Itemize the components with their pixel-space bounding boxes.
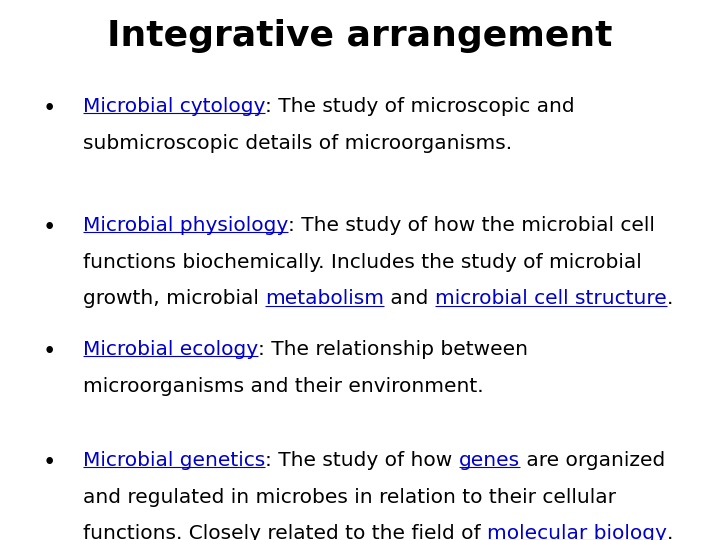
Text: •: • [42,97,55,120]
Text: growth, microbial: growth, microbial [83,289,265,308]
Text: microorganisms and their environment.: microorganisms and their environment. [83,377,483,396]
Text: Microbial cytology: Microbial cytology [83,97,265,116]
Text: are organized: are organized [520,451,665,470]
Text: •: • [42,451,55,474]
Text: •: • [42,216,55,239]
Text: Microbial ecology: Microbial ecology [83,340,258,359]
Text: submicroscopic details of microorganisms.: submicroscopic details of microorganisms… [83,134,512,153]
Text: .: . [667,524,673,540]
Text: molecular biology: molecular biology [487,524,667,540]
Text: : The study of microscopic and: : The study of microscopic and [265,97,575,116]
Text: : The relationship between: : The relationship between [258,340,528,359]
Text: genes: genes [459,451,520,470]
Text: .: . [667,289,673,308]
Text: Microbial physiology: Microbial physiology [83,216,288,235]
Text: functions. Closely related to the field of: functions. Closely related to the field … [83,524,487,540]
Text: and regulated in microbes in relation to their cellular: and regulated in microbes in relation to… [83,488,616,507]
Text: : The study of how the microbial cell: : The study of how the microbial cell [288,216,655,235]
Text: metabolism: metabolism [265,289,384,308]
Text: microbial cell structure: microbial cell structure [435,289,667,308]
Text: : The study of how: : The study of how [265,451,459,470]
Text: •: • [42,340,55,363]
Text: functions biochemically. Includes the study of microbial: functions biochemically. Includes the st… [83,253,642,272]
Text: Integrative arrangement: Integrative arrangement [107,19,613,53]
Text: Microbial genetics: Microbial genetics [83,451,265,470]
Text: and: and [384,289,435,308]
